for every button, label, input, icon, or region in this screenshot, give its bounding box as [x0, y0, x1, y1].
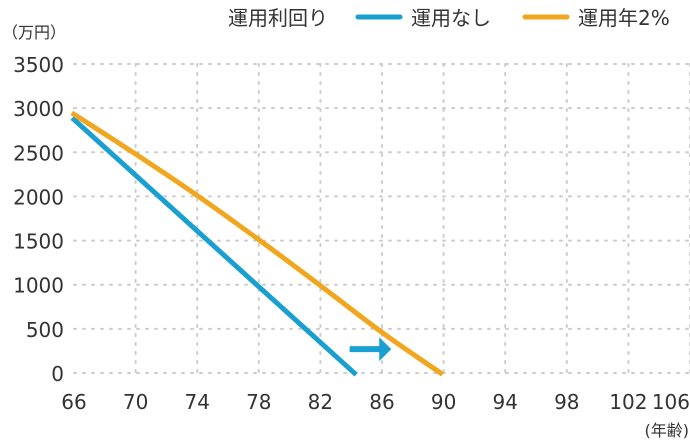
x-axis: 66 70 74 78 82 86 90 94 98 102 106	[61, 390, 690, 414]
legend-label: 運用年2%	[578, 6, 670, 30]
series-line-invest-2pct	[70, 110, 444, 377]
y-tick-label: 1000	[13, 274, 64, 298]
y-tick-label: 3500	[13, 53, 64, 77]
x-tick-label: 70	[123, 390, 148, 414]
x-unit-label: (年齢)	[645, 421, 690, 440]
legend-label: 運用なし	[411, 6, 491, 30]
y-tick-label: 1500	[13, 230, 64, 254]
series-line-no-investment	[70, 116, 358, 377]
y-tick-label: 2000	[13, 185, 64, 209]
x-tick-label: 94	[492, 390, 517, 414]
x-tick-label: 66	[61, 390, 86, 414]
legend: 運用利回り 運用なし 運用年2%	[228, 6, 670, 30]
y-tick-label: 2500	[13, 141, 64, 165]
x-tick-label: 74	[184, 390, 209, 414]
right-arrow-icon	[379, 337, 392, 362]
x-tick-label: 102	[609, 390, 647, 414]
x-tick-label: 86	[369, 390, 394, 414]
x-tick-label: 90	[431, 390, 456, 414]
x-tick-label: 98	[554, 390, 579, 414]
y-axis: 0 500 1000 1500 2000 2500 3000 3500	[13, 53, 64, 386]
x-tick-label: 106	[652, 390, 690, 414]
legend-title: 運用利回り	[228, 6, 328, 30]
grid	[73, 63, 690, 374]
y-tick-label: 500	[26, 318, 64, 342]
y-tick-label: 0	[51, 362, 64, 386]
annotation-layer	[349, 337, 392, 362]
x-tick-label: 78	[246, 390, 271, 414]
y-unit-label: （万円）	[2, 23, 66, 42]
series-layer	[70, 110, 444, 377]
y-tick-label: 3000	[13, 97, 64, 121]
x-tick-label: 82	[308, 390, 333, 414]
